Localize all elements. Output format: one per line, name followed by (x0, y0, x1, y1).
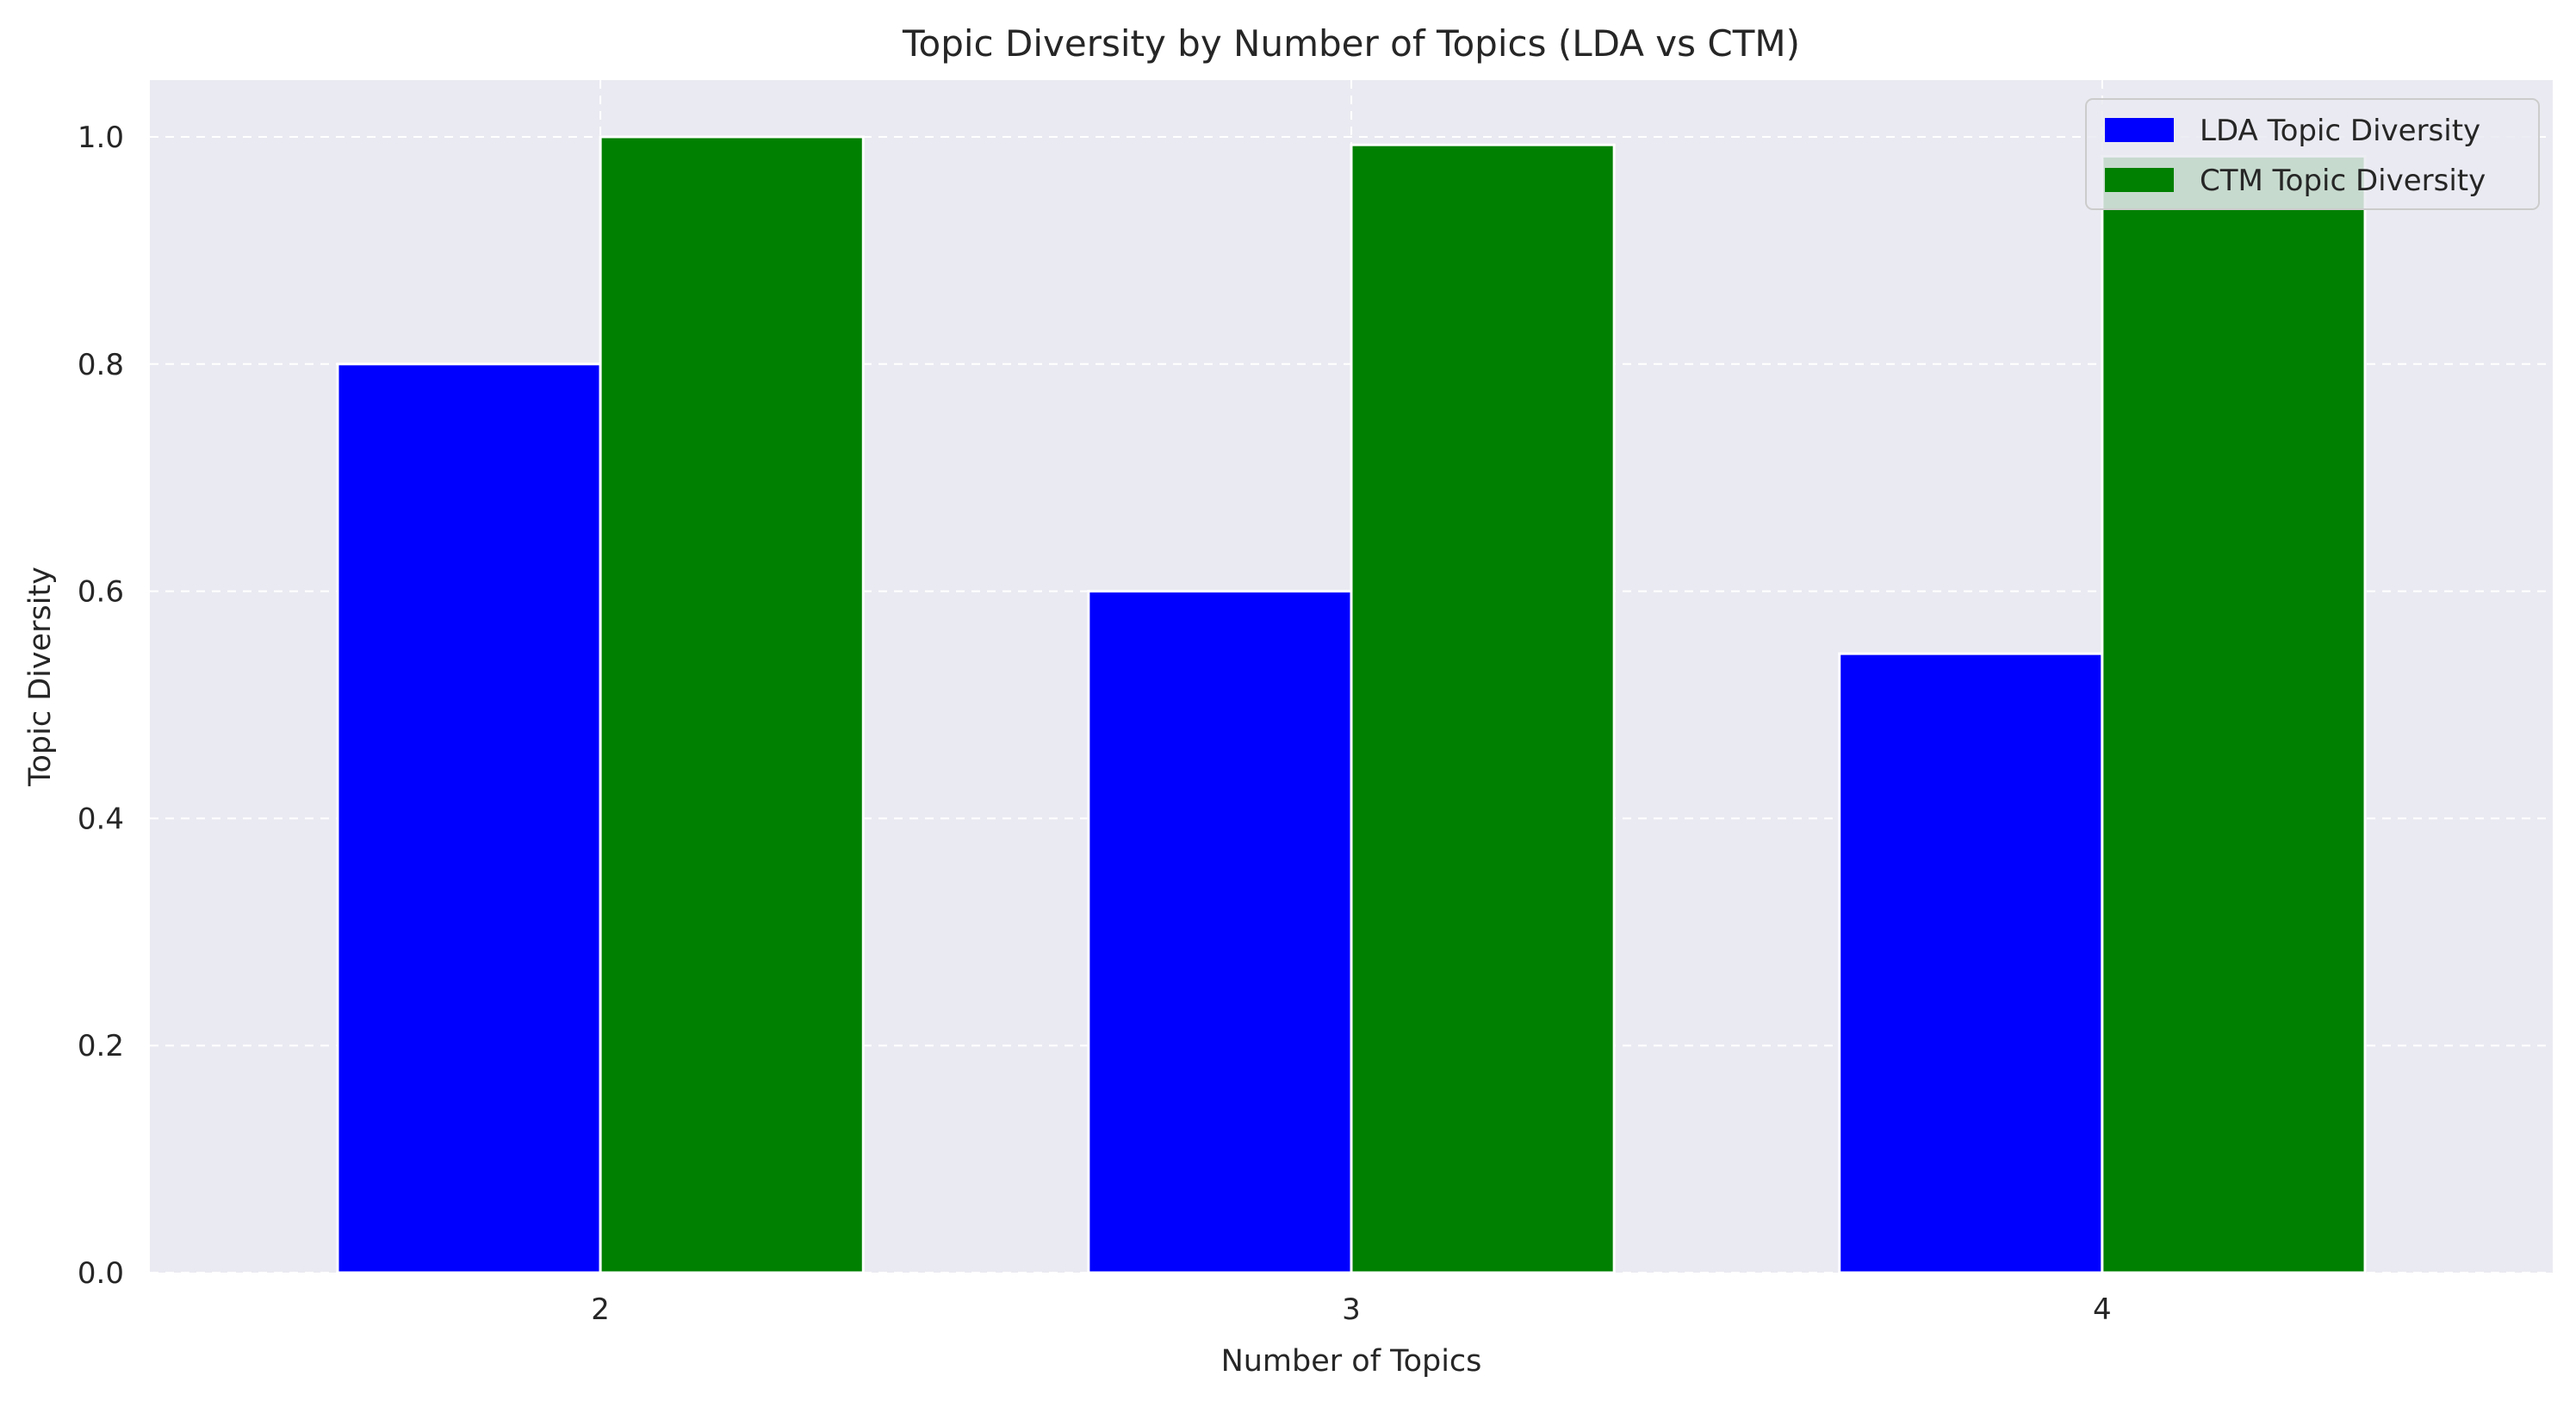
y-tick-label: 1.0 (78, 121, 124, 155)
y-tick-label: 0.4 (78, 802, 124, 836)
x-tick-labels: 2 3 4 (591, 1292, 2111, 1327)
bar-lda-2 (336, 363, 602, 1274)
bar-ctm-3 (1350, 143, 1616, 1274)
legend-label-ctm: CTM Topic Diversity (2200, 164, 2486, 198)
bar-lda-3 (1087, 590, 1353, 1274)
y-tick-label: 0.0 (78, 1256, 124, 1291)
legend-swatch-ctm (2105, 168, 2174, 192)
chart-title: Topic Diversity by Number of Topics (LDA… (902, 22, 1800, 65)
bar-ctm-2 (599, 135, 865, 1274)
bars (336, 135, 2367, 1274)
x-tick-label: 3 (1342, 1292, 1361, 1327)
y-tick-label: 0.8 (78, 348, 124, 382)
y-tick-label: 0.6 (78, 575, 124, 610)
y-tick-label: 0.2 (78, 1029, 124, 1063)
bar-lda-4 (1838, 652, 2104, 1274)
legend: LDA Topic Diversity CTM Topic Diversity (2085, 98, 2540, 210)
legend-swatch-lda (2105, 118, 2174, 142)
bar-ctm-4 (2101, 154, 2367, 1274)
x-axis-label: Number of Topics (1221, 1344, 1482, 1379)
legend-label-lda: LDA Topic Diversity (2200, 114, 2480, 148)
y-tick-labels: 0.0 0.2 0.4 0.6 0.8 1.0 (78, 121, 124, 1291)
x-tick-label: 2 (591, 1292, 610, 1327)
y-axis-label: Topic Diversity (23, 567, 58, 787)
x-tick-label: 4 (2093, 1292, 2112, 1327)
legend-frame (2085, 98, 2540, 210)
